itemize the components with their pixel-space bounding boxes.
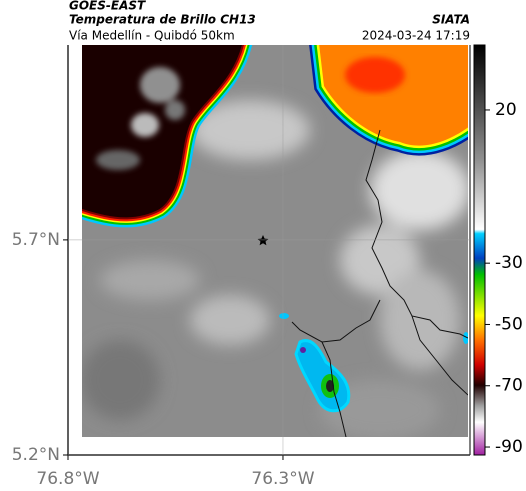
colorbar-tick-label: -50	[495, 314, 523, 334]
subtitle: Temperatura de Brillo CH13	[69, 13, 256, 27]
source: SIATA	[432, 13, 470, 27]
imagery	[82, 45, 468, 437]
title: GOES-EAST	[69, 0, 146, 13]
timestamp: 2024-03-24 17:19	[362, 29, 470, 43]
x-tick-label: 76.3°W	[251, 469, 314, 489]
colorbar-tick-label: -70	[495, 376, 523, 396]
y-tick-label: 5.2°N	[12, 445, 60, 465]
y-tick-label: 5.7°N	[12, 230, 60, 250]
colorbar-tick-label: -90	[495, 437, 523, 457]
x-tick-label: 76.8°W	[36, 469, 99, 489]
colorbar-tick-label: 20	[495, 100, 517, 120]
route: Vía Medellín - Quibdó 50km	[69, 29, 235, 43]
colorbar	[473, 44, 486, 456]
colorbar-tick-label: -30	[495, 253, 523, 273]
